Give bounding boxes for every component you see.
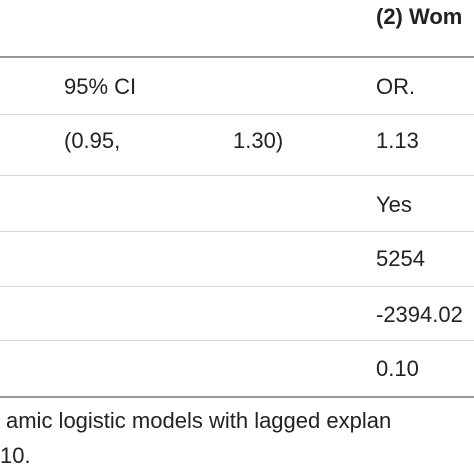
pseudo-r2-cell: 0.10 [376,356,419,381]
footnote-line-1: amic logistic models with lagged explan [6,408,392,433]
controls-cell: Yes [376,192,412,217]
row-rule [0,231,474,232]
row-rule [0,175,474,176]
column-header-ci: 95% CI [64,74,137,99]
table-bottom-rule [0,396,474,398]
ci-upper-cell: 1.30) [233,128,284,153]
group-header: (2) Wom [376,4,463,29]
log-likelihood-cell: -2394.02 [376,302,463,327]
n-cell: 5254 [376,246,425,271]
ci-lower-cell: (0.95, [64,128,121,153]
row-rule [0,340,474,341]
header-top-rule [0,56,474,58]
row-rule [0,286,474,287]
footnote-line-2: 10. [0,443,31,468]
column-header-or: OR. [376,74,416,99]
header-bottom-rule [0,114,474,115]
or-cell: 1.13 [376,128,419,153]
